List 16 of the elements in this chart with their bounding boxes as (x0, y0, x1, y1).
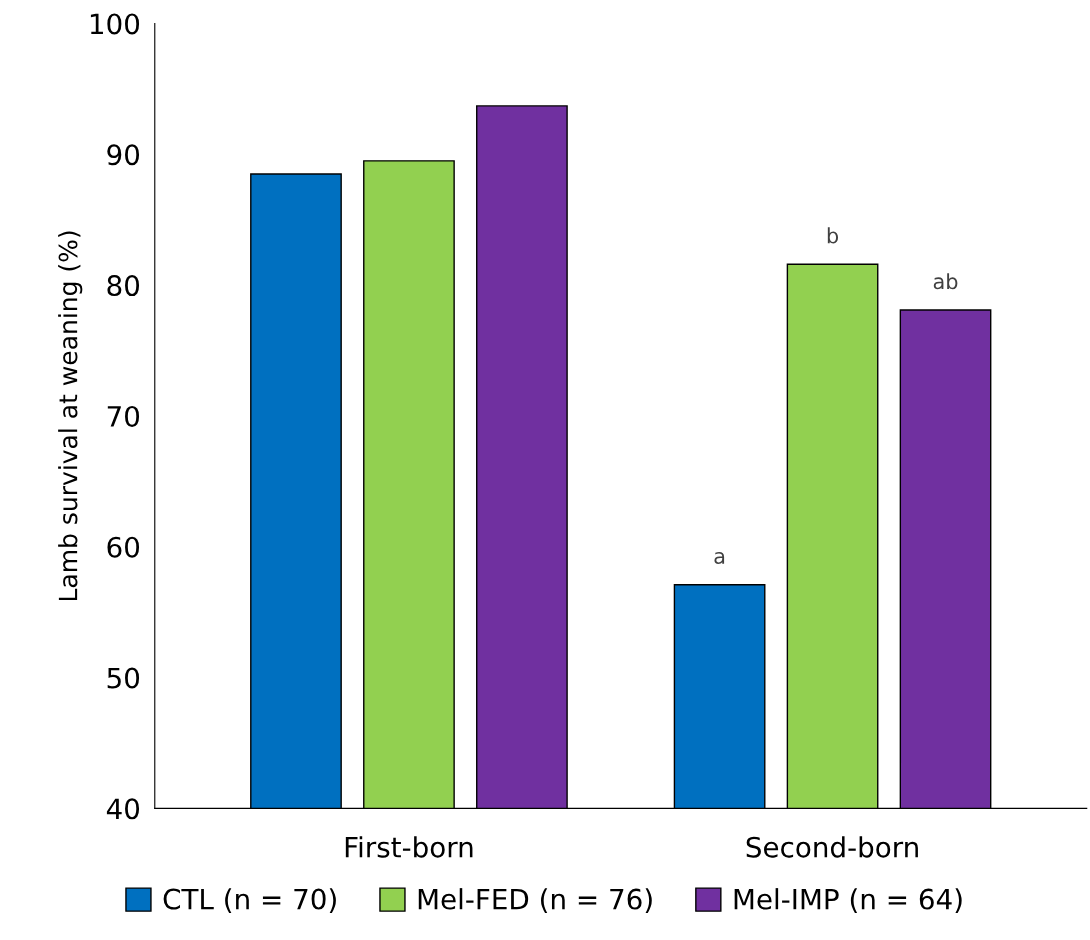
y-tick-label: 60 (107, 536, 140, 558)
y-tick-label: 70 (107, 405, 140, 427)
annotation: b (827, 227, 839, 244)
legend-label: Mel-FED (n = 76) (418, 888, 652, 913)
legend-label: CTL (n = 70) (163, 888, 336, 913)
legend-label: Mel-IMP (n = 64) (734, 888, 962, 913)
y-tick-label: 50 (107, 667, 140, 689)
annotation: a (714, 552, 725, 564)
annotation: ab (933, 273, 958, 290)
y-tick-label: 90 (107, 144, 140, 166)
x-tick-label: Second-born (746, 836, 918, 858)
x-tick-label: First-born (345, 836, 473, 858)
y-tick-label: 40 (106, 798, 140, 820)
y-axis-title: Lamb survival at weaning (%) (58, 231, 83, 601)
y-tick-label: 80 (107, 275, 140, 297)
y-tick-label: 100 (90, 13, 140, 35)
